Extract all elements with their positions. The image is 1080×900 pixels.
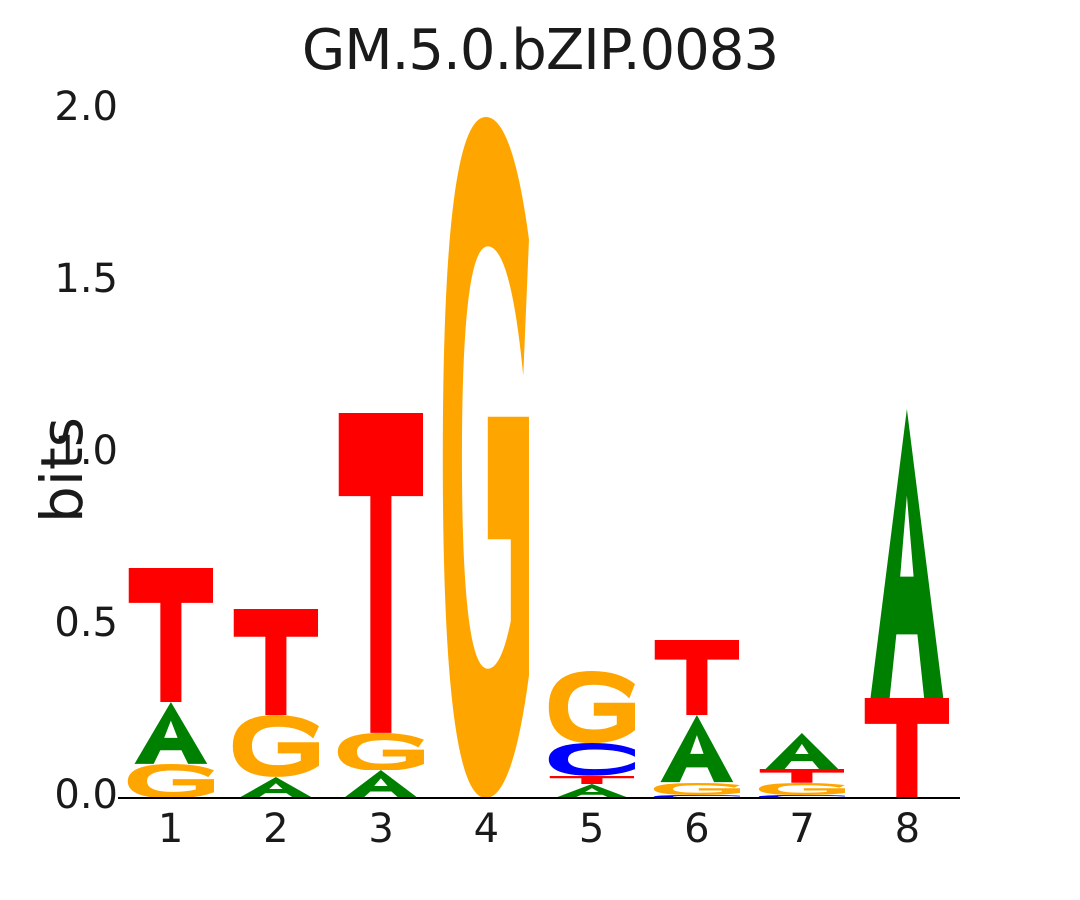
x-tick-label: 1 <box>157 806 184 852</box>
x-tick-label: 2 <box>263 806 289 852</box>
y-tick-label: 1.5 <box>54 256 118 302</box>
y-tick-label: 2.0 <box>54 84 118 130</box>
logo-letter-t <box>859 698 955 798</box>
x-tick-label: 6 <box>684 806 710 852</box>
logo-stack <box>754 110 850 798</box>
logo-letter-g <box>123 763 219 798</box>
logo-stack <box>333 110 429 798</box>
logo-letter-g <box>228 715 324 778</box>
logo-stack <box>438 110 534 798</box>
logo-letter-t <box>649 639 745 716</box>
logo-letter-c <box>544 742 640 776</box>
logo-letter-g <box>649 782 745 795</box>
x-axis-ticks: 1 2 3 4 5 6 7 8 <box>118 806 960 876</box>
logo-letter-a <box>544 784 640 798</box>
logo-letter-a <box>123 701 219 764</box>
y-tick-label: 0.5 <box>54 600 118 646</box>
logo-stack <box>859 110 955 798</box>
logo-letter-a <box>859 409 955 699</box>
logo-letter-a <box>333 770 429 798</box>
logo-letter-g <box>438 116 534 798</box>
plot-area <box>118 110 960 798</box>
x-tick-label: 8 <box>894 806 921 852</box>
logo-stack <box>228 110 324 798</box>
logo-stack <box>123 110 219 798</box>
logo-letter-a <box>754 732 850 769</box>
logo-letter-g <box>754 782 850 795</box>
x-tick-label: 4 <box>473 806 500 852</box>
logo-letter-a <box>228 777 324 798</box>
logo-stack <box>649 110 745 798</box>
logo-letter-t <box>544 775 640 785</box>
y-axis-ticks: 0.0 0.5 1.0 1.5 2.0 <box>0 0 118 900</box>
x-tick-label: 5 <box>578 806 605 852</box>
logo-letter-t <box>123 567 219 702</box>
logo-letter-t <box>754 768 850 783</box>
x-tick-label: 3 <box>368 806 394 852</box>
y-tick-label: 1.0 <box>54 428 118 474</box>
chart-title: GM.5.0.bZIP.0083 <box>301 18 779 83</box>
logo-letter-t <box>333 412 429 733</box>
logo-stack <box>544 110 640 798</box>
x-tick-label: 7 <box>789 806 815 852</box>
y-tick-label: 0.0 <box>54 772 118 818</box>
logo-letter-g <box>333 732 429 771</box>
logo-letter-a <box>649 715 745 783</box>
logo-letter-t <box>228 608 324 716</box>
x-axis-baseline <box>118 797 960 799</box>
logo-letter-g <box>544 670 640 743</box>
